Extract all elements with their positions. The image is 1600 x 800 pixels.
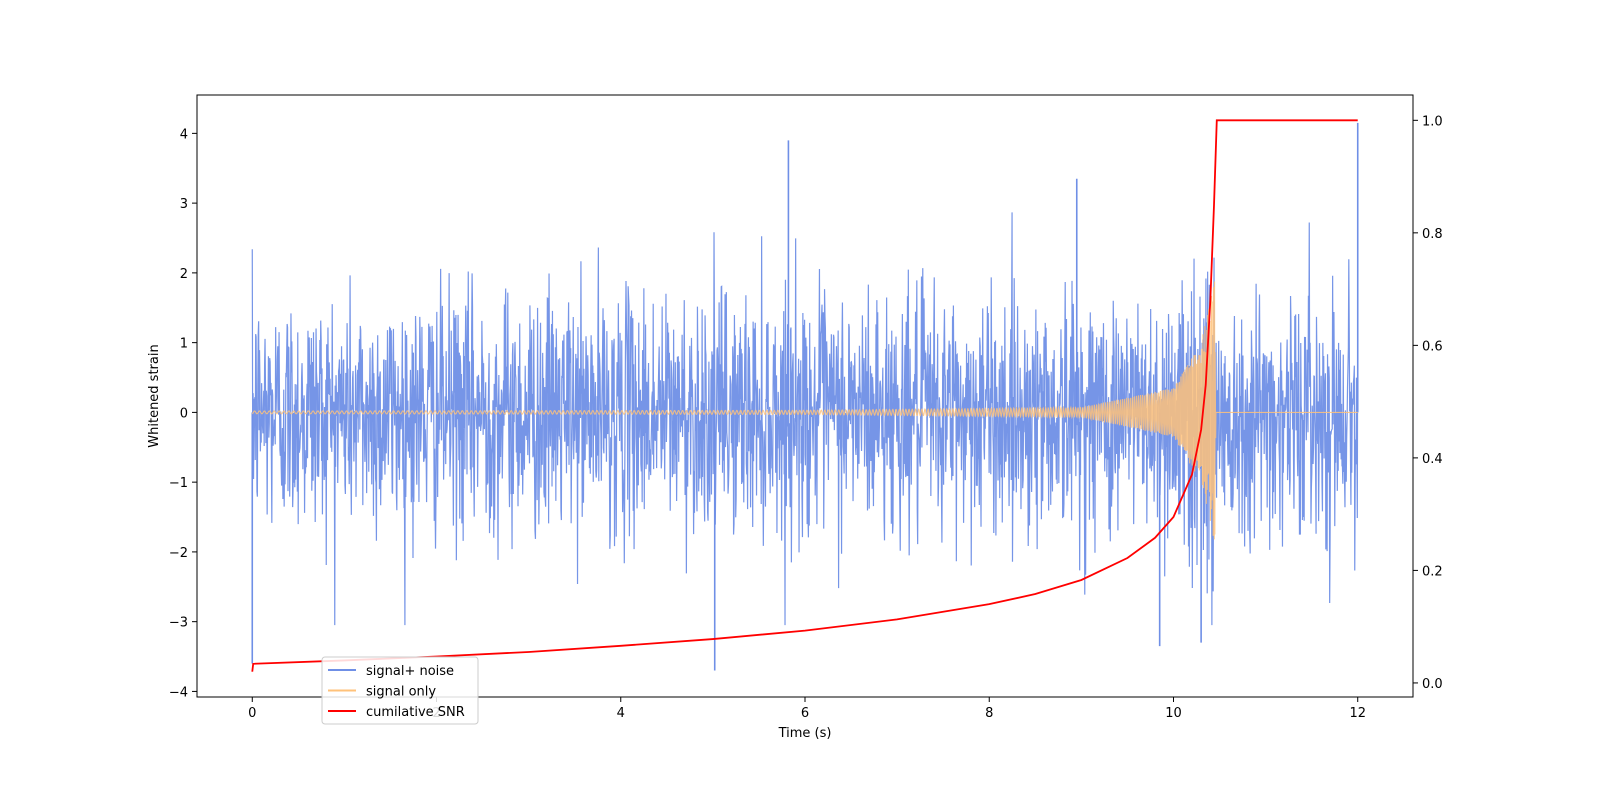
x-axis-label: Time (s) [778,726,832,741]
legend-box [321,656,479,725]
y-right-tick-label: 0.6 [1422,339,1443,354]
y-tick-label: −2 [169,546,188,561]
y-tick-label: −3 [169,616,188,631]
y-tick-label: 3 [180,197,188,212]
y-right-tick-label: 0.4 [1422,452,1443,467]
x-tick-label: 0 [248,706,256,721]
x-tick-label: 4 [617,706,625,721]
y-right-tick-label: 0.8 [1422,227,1443,242]
legend-label: signal+ noise [366,664,454,679]
y-axis-left: −4 −3 −2 −1 0 1 2 3 4 [169,127,197,700]
x-tick-label: 6 [801,706,809,721]
y-axis-right: 0.0 0.2 0.4 0.6 0.8 1.0 [1413,114,1443,692]
y-tick-label: 0 [180,406,188,421]
y-tick-label: 4 [180,127,188,142]
legend-label: signal only [366,685,436,700]
y-right-tick-label: 0.2 [1422,564,1443,579]
y-right-tick-label: 1.0 [1422,114,1443,129]
legend: signal+ noise signal only cumilative SNR [321,656,479,725]
x-tick-label: 10 [1165,706,1182,721]
y-tick-label: −1 [169,476,188,491]
legend-label: cumilative SNR [366,705,465,720]
y-right-tick-label: 0.0 [1422,677,1443,692]
y-tick-label: 1 [180,337,188,352]
series-layer [251,119,1359,672]
plot-area [196,94,1414,698]
y-axis-label: Whitened strain [147,344,162,447]
series-peaks-signal-noise [251,122,1359,671]
x-tick-label: 12 [1349,706,1366,721]
series-line-signal-only [251,281,1358,540]
y-tick-label: −4 [169,685,188,700]
series-line-cumulative-snr [251,119,1358,672]
x-tick-label: 8 [985,706,993,721]
y-tick-label: 2 [180,267,188,282]
